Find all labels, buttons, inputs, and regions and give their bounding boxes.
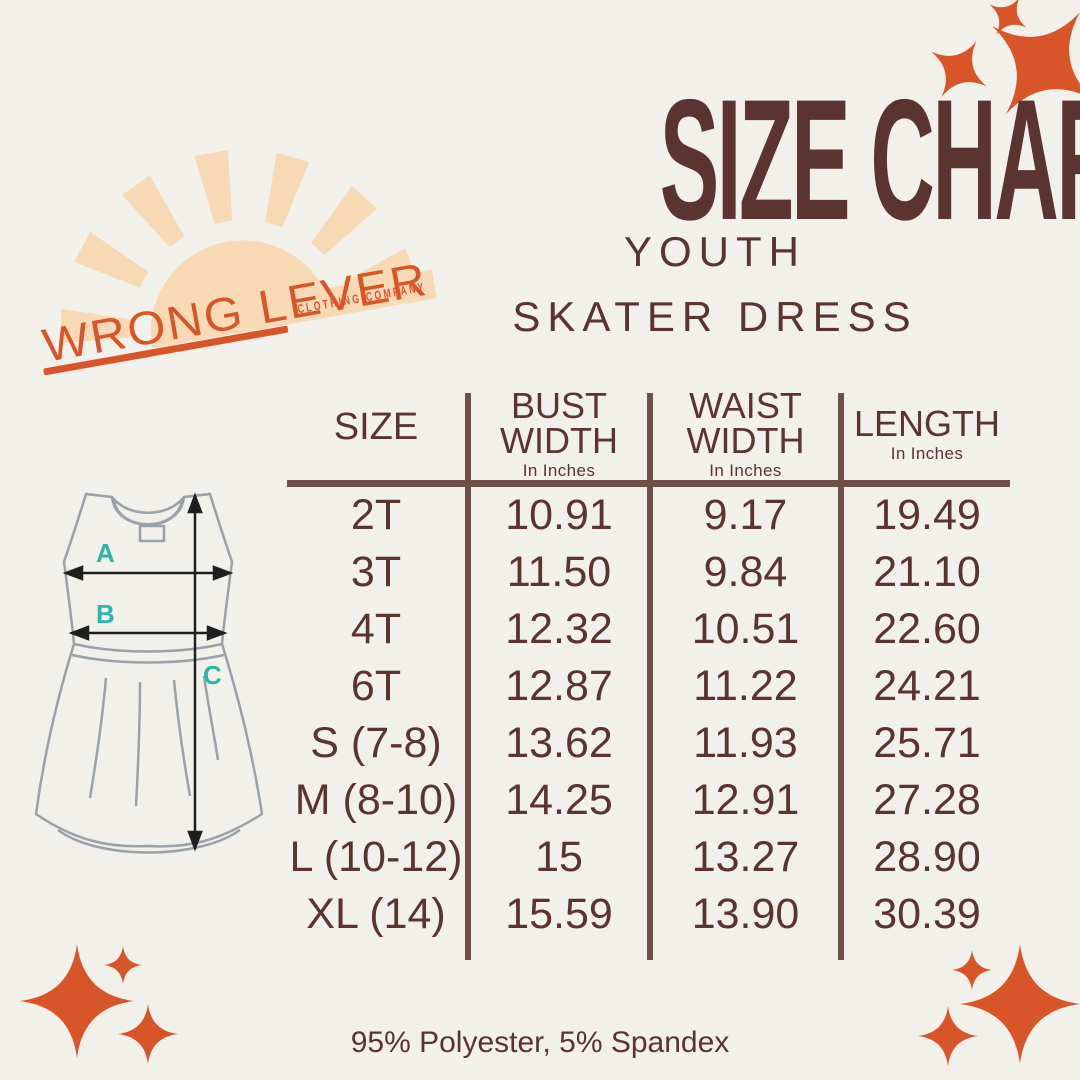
bust-cell: 10.91 (465, 487, 647, 544)
sparkle-icon (918, 1006, 978, 1066)
waist-cell: 10.51 (647, 601, 838, 658)
waist-cell: 11.22 (647, 658, 838, 715)
sparkle-icon (931, 41, 987, 97)
page-title: SIZE CHART (424, 74, 1080, 246)
sparkle-icon (118, 1004, 178, 1064)
length-cell: 24.21 (838, 658, 1010, 715)
size-cell: 4T (350, 605, 402, 653)
table-filler (287, 943, 465, 960)
sparkle-icon (992, 12, 1080, 114)
subtitle-youth: YOUTH (624, 228, 806, 275)
header-label: BUST WIDTH (500, 384, 618, 462)
bust-cell: 14.25 (465, 772, 647, 829)
table-filler (647, 943, 838, 960)
subtitle-skater-dress: SKATER DRESS (512, 293, 918, 340)
header-sublabel: In Inches (709, 461, 782, 481)
measurement-arrows (62, 492, 234, 852)
wrong-lever-logo: WRONG LEVER CLOTHING COMPANY (39, 150, 437, 376)
sun-rays-icon (60, 150, 418, 343)
length-cell: 21.10 (838, 544, 1010, 601)
length-cell: 19.49 (838, 487, 1010, 544)
bust-cell: 11.50 (465, 544, 647, 601)
header-label: LENGTH (853, 402, 1001, 444)
size-cell: XL (14) (306, 890, 446, 938)
sun-icon (150, 240, 334, 349)
header-sublabel: In Inches (522, 461, 596, 481)
table-filler (838, 943, 1010, 960)
size-cell: 3T (350, 548, 402, 596)
sparkle-icon (20, 944, 134, 1058)
waist-cell: 9.17 (647, 487, 838, 544)
waist-cell: 11.93 (647, 715, 838, 772)
tagline-banner (286, 269, 437, 324)
table-filler (465, 943, 647, 960)
size-cell: S (7-8) (310, 719, 442, 767)
size-cell: 2T (350, 491, 402, 539)
dress-outline-icon (34, 492, 264, 854)
length-cell: 25.71 (838, 715, 1010, 772)
size-cell: L (10-12) (289, 833, 463, 881)
sparkle-icon (952, 950, 992, 990)
logo-underline (43, 325, 289, 376)
header-sublabel: In Inches (890, 443, 964, 463)
sparkle-icon (104, 946, 142, 984)
size-table: SIZE BUST WIDTH In Inches WAIST WIDTH In… (287, 388, 1010, 960)
material-note: 95% Polyester, 5% Spandex (350, 1026, 730, 1059)
bust-label: A (96, 538, 115, 568)
dress-diagram: A B C (34, 492, 264, 854)
waist-cell: 13.27 (647, 829, 838, 886)
size-cell: 6T (350, 662, 402, 710)
column-header-waist: WAIST WIDTH In Inches (647, 388, 838, 487)
sparkle-icon (960, 944, 1080, 1064)
waist-cell: 13.90 (647, 886, 838, 943)
size-cell: M (8-10) (294, 776, 458, 824)
length-cell: 22.60 (838, 601, 1010, 658)
length-cell: 30.39 (838, 886, 1010, 943)
column-header-size: SIZE (287, 393, 465, 487)
header-label: WAIST WIDTH (686, 384, 805, 462)
length-label: C (203, 660, 222, 690)
column-header-bust: BUST WIDTH In Inches (465, 388, 647, 487)
header-label: SIZE (333, 406, 419, 449)
bust-cell: 13.62 (465, 715, 647, 772)
waist-cell: 9.84 (647, 544, 838, 601)
sparkle-icon (989, 0, 1027, 35)
bust-cell: 12.87 (465, 658, 647, 715)
length-cell: 28.90 (838, 829, 1010, 886)
bust-cell: 15 (465, 829, 647, 886)
length-cell: 27.28 (838, 772, 1010, 829)
page-title-text: SIZE CHART (659, 64, 1080, 256)
bust-cell: 15.59 (465, 886, 647, 943)
column-header-length: LENGTH In Inches (838, 393, 1010, 487)
waist-cell: 12.91 (647, 772, 838, 829)
bust-cell: 12.32 (465, 601, 647, 658)
waist-label: B (96, 599, 115, 629)
